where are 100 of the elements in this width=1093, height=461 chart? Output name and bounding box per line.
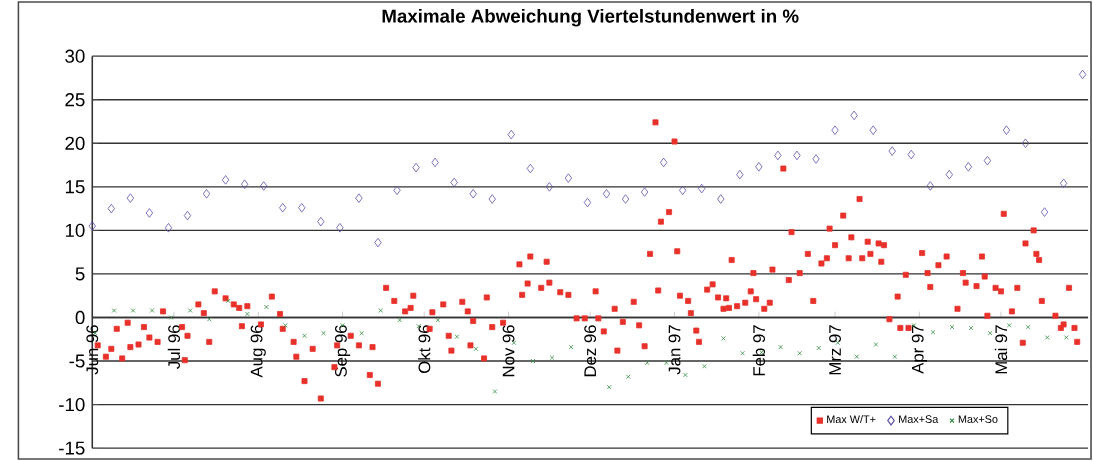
point [793,150,801,161]
point [625,374,631,380]
point [964,162,973,172]
point [412,162,420,173]
point [583,197,592,208]
point [336,223,344,233]
point [679,185,687,196]
point [221,175,230,185]
point [107,203,115,214]
point [302,333,307,339]
point [283,323,288,328]
point [1078,69,1087,80]
y-tick-label: 15 [65,180,85,194]
point [968,325,974,331]
point [568,344,574,350]
point [206,316,212,322]
point [264,304,269,310]
x-tick-label: Aug 96 [250,325,266,378]
point [774,150,782,161]
point [698,183,706,194]
point [888,146,896,156]
chart-title: Maximale Abweichung Viertelstundenwert in % [382,8,799,27]
point [564,173,573,183]
point [374,237,382,248]
point [797,350,803,356]
point [149,308,155,313]
point [683,372,688,378]
legend-label: Max+Sa [899,415,939,423]
point [431,157,439,168]
point [202,189,211,199]
x-tick-label: Feb 97 [752,325,765,376]
point [1044,335,1050,340]
point [602,189,611,199]
point [945,169,953,180]
point [640,187,649,197]
point [778,344,783,350]
point [1006,323,1012,328]
point [721,336,726,341]
point [317,216,325,227]
point [473,346,479,352]
point [359,330,364,336]
point [873,342,879,347]
point [397,317,403,323]
y-tick-label: -5 [69,354,85,368]
point [1021,138,1030,149]
point [930,329,936,335]
x-tick-label: Apr 97 [911,325,927,374]
point [869,125,877,135]
point [983,155,992,166]
y-tick-label: -10 [59,398,85,412]
point [549,355,555,360]
point [279,203,287,213]
point [145,208,154,218]
point [260,181,268,191]
point [507,129,515,140]
y-tick-label: -15 [59,441,85,455]
point [1040,207,1049,217]
x-tick-label: Sep 96 [335,325,351,377]
point [168,315,174,320]
point [659,157,668,168]
x-tick-label: Jun 96 [86,325,99,375]
legend-label: Max W/T+ [827,415,876,424]
point [355,193,363,203]
point [492,389,498,394]
point [378,308,384,313]
point [469,189,477,199]
y-tick-label: 10 [65,223,85,238]
point [240,179,249,189]
point [1063,335,1069,340]
point [1002,125,1011,135]
point [926,181,934,191]
point [111,308,117,313]
point [816,345,822,351]
point [126,193,135,203]
point [949,324,955,330]
point [245,311,250,317]
point [831,125,839,135]
point [850,110,858,121]
point [987,330,993,336]
x-tick-label: Mrz 97 [829,325,841,375]
point [435,317,441,323]
x-tick-label: Nov 96 [502,325,515,377]
point [606,384,612,390]
point [164,223,173,233]
x-tick-label: Jul 96 [167,325,181,369]
point [545,182,554,192]
point [854,354,860,360]
point [702,363,707,369]
point [526,163,534,174]
x-tick-label: Jan 97 [668,325,681,375]
y-tick-label: 25 [65,93,85,107]
point [1025,324,1031,330]
point [450,177,458,188]
point [187,308,193,313]
point [736,169,744,180]
legend-label: Max+So [958,415,998,423]
point [183,210,192,221]
point [755,162,763,172]
y-tick-label: 5 [75,267,85,281]
point [298,203,306,213]
